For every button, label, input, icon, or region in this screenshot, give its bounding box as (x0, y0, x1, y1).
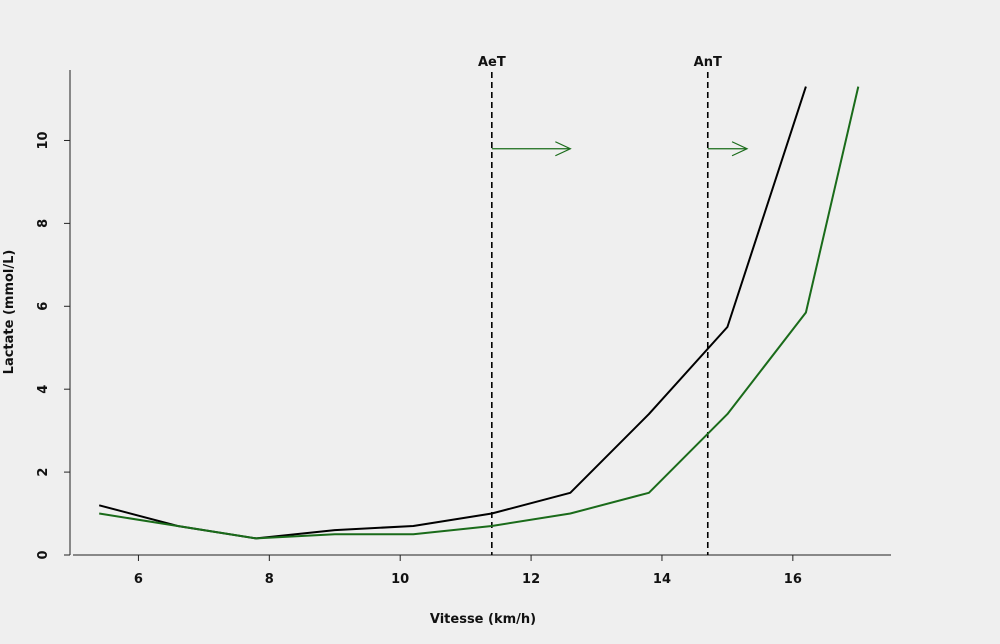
y-tick-label: 8 (36, 219, 51, 228)
x-tick-label: 16 (784, 572, 802, 587)
threshold-lines: AeT AnT (478, 55, 749, 555)
series-line-1 (99, 86, 860, 540)
shift-arrow-head (555, 141, 572, 157)
series-line-0 (98, 86, 807, 540)
x-tick-label: 14 (653, 572, 671, 587)
threshold-label-ant: AnT (694, 55, 722, 70)
x-tick-label: 6 (134, 572, 143, 587)
shift-arrow-head (731, 141, 749, 157)
threshold-label-aet: AeT (478, 55, 506, 70)
y-tick-label: 0 (36, 550, 51, 559)
y-axis-title: Lactate (mmol/L) (2, 250, 17, 375)
x-tick-label: 10 (391, 572, 409, 587)
y-tick-label: 4 (36, 385, 51, 394)
y-tick-label: 10 (36, 131, 51, 149)
chart-axes: 6 8 10 12 14 16 0 2 4 6 8 10 (36, 70, 891, 587)
y-tick-label: 6 (36, 302, 51, 311)
x-tick-label: 8 (265, 572, 274, 587)
chart-series (98, 86, 860, 540)
x-axis-title: Vitesse (km/h) (430, 612, 536, 627)
x-tick-label: 12 (522, 572, 540, 587)
y-tick-label: 2 (36, 468, 51, 477)
